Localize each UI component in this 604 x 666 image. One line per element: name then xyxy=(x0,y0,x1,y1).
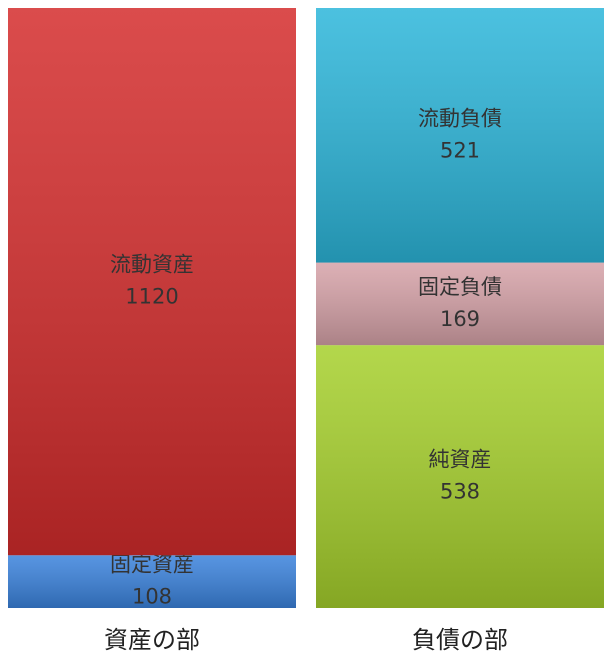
bar-shade xyxy=(316,262,604,346)
bar-shade xyxy=(8,555,296,608)
segment-name: 純資産 xyxy=(429,448,492,472)
category-label: 負債の部 xyxy=(412,626,508,654)
segment-value: 1120 xyxy=(125,285,178,309)
bar-shade xyxy=(316,8,604,263)
segment-value: 521 xyxy=(440,138,480,162)
category-label: 資産の部 xyxy=(104,626,200,654)
segment-name: 固定資産 xyxy=(110,553,194,577)
segment-value: 538 xyxy=(440,480,480,504)
segment-name: 流動負債 xyxy=(418,106,502,130)
bar-shade xyxy=(8,8,296,556)
segment-value: 108 xyxy=(132,585,172,609)
segment-name: 流動資産 xyxy=(110,253,194,277)
bar-shade xyxy=(316,345,604,608)
segment-name: 固定負債 xyxy=(418,275,502,299)
segment-value: 169 xyxy=(440,307,480,331)
